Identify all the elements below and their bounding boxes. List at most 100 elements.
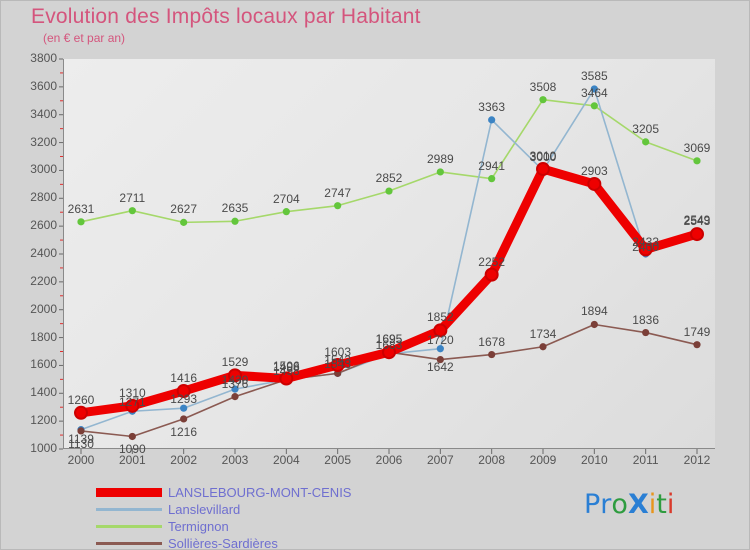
data-point-label: 1720: [426, 332, 454, 347]
data-point-marker: [536, 162, 550, 177]
data-point-label: 1376: [221, 376, 249, 391]
data-point-marker: [279, 371, 294, 386]
data-point-marker: [590, 102, 598, 110]
data-point-marker: [180, 404, 188, 412]
y-axis-tick-label: 1600: [30, 357, 57, 372]
y-axis-tick-label: 2400: [30, 246, 57, 260]
data-point-marker: [436, 355, 444, 364]
data-point-marker: [180, 415, 188, 423]
data-point-marker: [228, 368, 242, 383]
x-axis-tick-label: 2008: [478, 453, 505, 467]
y-axis-tick-label: 2600: [30, 218, 57, 233]
legend-item[interactable]: Sollières-Sardières: [96, 535, 351, 550]
y-axis-tick-label: 2200: [30, 273, 57, 288]
legend-color-swatch: [96, 525, 162, 528]
data-point-label: 1130: [68, 436, 94, 451]
data-point-marker: [231, 217, 239, 225]
data-point-marker: [488, 175, 496, 183]
y-axis-tick-label: 3200: [30, 134, 57, 149]
x-axis-tick-label: 2006: [375, 453, 403, 467]
data-point-label: 1271: [118, 395, 146, 410]
x-axis-tick-label: 2011: [632, 453, 659, 467]
data-point-label: 2903: [580, 163, 608, 178]
x-axis-tick-label: 2001: [118, 453, 146, 467]
data-point-label: 2635: [221, 201, 249, 216]
data-point-marker: [282, 208, 290, 216]
data-point-marker: [436, 345, 444, 353]
series-lines: [74, 85, 704, 441]
x-axis-tick-label: 2003: [221, 453, 249, 467]
x-axis-tick-label: 2007: [426, 453, 454, 467]
data-point-marker: [433, 323, 448, 338]
data-point-label: 3069: [683, 140, 711, 155]
data-point-label: 1749: [683, 324, 711, 339]
data-point-label: 2704: [272, 191, 300, 206]
data-point-label: 3464: [580, 85, 608, 100]
data-point-label: 2400: [632, 240, 660, 254]
data-point-label: 3000: [529, 150, 557, 165]
x-axis-tick-label: 2012: [683, 453, 711, 467]
data-point-label: 1498: [272, 359, 300, 374]
x-axis-tick-label: 2010: [580, 453, 608, 467]
y-axis-tick-label: 2000: [30, 301, 57, 316]
data-point-marker: [590, 85, 598, 93]
data-point-label: 1216: [170, 424, 198, 439]
data-point-label: 2941: [478, 158, 506, 173]
data-point-marker: [334, 202, 342, 210]
y-axis-tick-label: 2800: [30, 190, 57, 205]
y-axis-tick-label: 3600: [30, 78, 57, 93]
data-point-label: 1498: [272, 363, 300, 378]
legend-item-label: Sollières-Sardières: [168, 536, 278, 550]
data-point-label: 1260: [67, 392, 95, 407]
legend-item[interactable]: LANSLEBOURG-MONT-CENIS: [96, 484, 351, 501]
data-point-label: 1683: [375, 337, 403, 352]
data-point-label: 3205: [632, 121, 660, 136]
legend-color-swatch: [96, 542, 162, 545]
data-point-label: 1310: [118, 385, 146, 400]
data-point-marker: [176, 384, 191, 399]
data-point-marker: [382, 345, 396, 360]
data-point-label: 1852: [426, 310, 454, 325]
legend-color-swatch: [96, 488, 162, 497]
page-subtitle: (en € et par an): [43, 31, 126, 45]
page-title: Evolution des Impôts locaux par Habitant: [31, 5, 421, 28]
y-axis-tick-label: 3000: [30, 162, 57, 177]
logo-char-r: r: [600, 489, 612, 520]
data-point-label: 2549: [683, 213, 711, 228]
legend-item[interactable]: Termignon: [96, 518, 351, 535]
data-point-marker: [690, 227, 704, 242]
data-point-label: 1894: [580, 304, 608, 319]
data-point-marker: [638, 242, 653, 257]
data-point-label: 1090: [118, 442, 146, 457]
data-point-label: 3508: [529, 79, 557, 94]
data-point-label: 3363: [478, 99, 506, 114]
y-axis-tick-label: 3800: [30, 51, 57, 65]
x-axis-tick-label: 2005: [324, 453, 351, 467]
legend-color-swatch: [96, 508, 162, 511]
data-point-label: 2631: [67, 201, 95, 216]
data-point-marker: [125, 398, 140, 413]
chart-legend: LANSLEBOURG-MONT-CENIS Lanslevillard Termi…: [96, 484, 351, 550]
data-point-label: 3010: [529, 149, 557, 164]
x-axis-tick-label: 2000: [67, 453, 95, 467]
data-point-label: 1543: [324, 353, 352, 368]
data-point-marker: [488, 350, 496, 359]
data-point-label: 3585: [580, 68, 608, 83]
data-point-marker: [385, 187, 393, 195]
data-point-label: 2852: [375, 171, 403, 186]
data-point-marker: [484, 267, 499, 282]
x-axis-tick-label: 2009: [529, 453, 557, 467]
logo-char-i1: i: [648, 489, 657, 520]
legend-item-label: Termignon: [168, 519, 229, 534]
data-point-label: 1678: [478, 334, 506, 349]
data-point-label: 2989: [426, 151, 454, 166]
data-point-label: 2433: [632, 235, 660, 250]
logo-char-i2: i: [666, 489, 675, 520]
y-axis-tick-label: 3400: [30, 106, 57, 121]
proxiti-logo: ProXiti: [584, 489, 674, 520]
logo-char-t: t: [656, 489, 667, 520]
legend-item[interactable]: Lanslevillard: [96, 501, 351, 518]
data-point-label: 1529: [221, 355, 249, 370]
legend-item-label: LANSLEBOURG-MONT-CENIS: [168, 485, 352, 500]
